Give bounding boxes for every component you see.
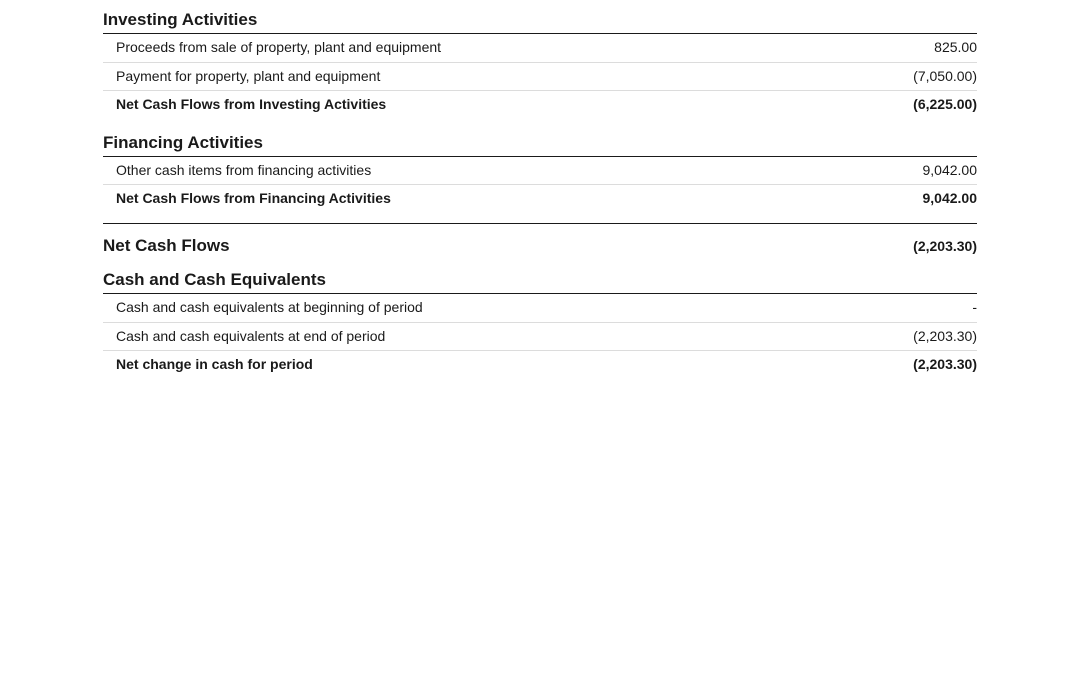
row-label: Cash and cash equivalents at end of peri… bbox=[116, 327, 913, 347]
row-value: 9,042.00 bbox=[923, 161, 978, 181]
table-row: Cash and cash equivalents at beginning o… bbox=[103, 294, 977, 323]
table-row: Proceeds from sale of property, plant an… bbox=[103, 34, 977, 63]
row-value: (2,203.30) bbox=[913, 327, 977, 347]
subtotal-value: (6,225.00) bbox=[913, 95, 977, 115]
net-cash-flows-value: (2,203.30) bbox=[913, 236, 977, 256]
table-row: Other cash items from financing activiti… bbox=[103, 157, 977, 186]
cashequiv-header: Cash and Cash Equivalents bbox=[103, 270, 977, 294]
row-value: - bbox=[972, 298, 977, 318]
net-cash-flows: Net Cash Flows (2,203.30) bbox=[103, 224, 977, 256]
table-row: Cash and cash equivalents at end of peri… bbox=[103, 323, 977, 352]
subtotal-label: Net Cash Flows from Financing Activities bbox=[116, 189, 923, 209]
row-label: Proceeds from sale of property, plant an… bbox=[116, 38, 934, 58]
investing-subtotal: Net Cash Flows from Investing Activities… bbox=[103, 91, 977, 119]
row-label: Other cash items from financing activiti… bbox=[116, 161, 923, 181]
financing-subtotal: Net Cash Flows from Financing Activities… bbox=[103, 185, 977, 213]
subtotal-value: (2,203.30) bbox=[913, 355, 977, 375]
row-value: 825.00 bbox=[934, 38, 977, 58]
subtotal-label: Net Cash Flows from Investing Activities bbox=[116, 95, 913, 115]
subtotal-label: Net change in cash for period bbox=[116, 355, 913, 375]
table-row: Payment for property, plant and equipmen… bbox=[103, 63, 977, 92]
cashequiv-subtotal: Net change in cash for period (2,203.30) bbox=[103, 351, 977, 379]
net-cash-flows-label: Net Cash Flows bbox=[103, 236, 230, 256]
row-value: (7,050.00) bbox=[913, 67, 977, 87]
subtotal-value: 9,042.00 bbox=[923, 189, 978, 209]
row-label: Cash and cash equivalents at beginning o… bbox=[116, 298, 972, 318]
row-label: Payment for property, plant and equipmen… bbox=[116, 67, 913, 87]
investing-header: Investing Activities bbox=[103, 10, 977, 34]
financing-header: Financing Activities bbox=[103, 133, 977, 157]
